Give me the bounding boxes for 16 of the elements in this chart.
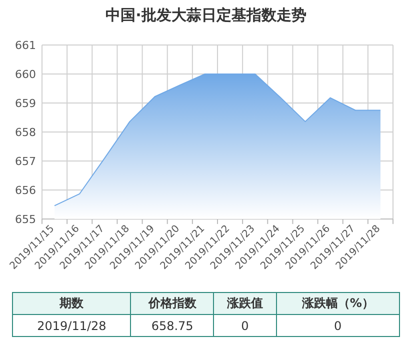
text: 期数 xyxy=(12,292,131,314)
y-tick-label: 656 xyxy=(15,184,36,197)
y-tick-label: 655 xyxy=(15,213,36,226)
y-tick-label: 661 xyxy=(15,39,36,52)
y-tick-label: 660 xyxy=(15,68,36,81)
text: 涨跌幅（%） xyxy=(276,292,400,314)
text: 价格指数 xyxy=(130,292,214,314)
text: 2019/11/28 xyxy=(12,314,131,336)
text: 658.75 xyxy=(130,314,214,336)
y-tick-label: 659 xyxy=(15,97,36,110)
y-tick-label: 658 xyxy=(15,126,36,139)
text: 0 xyxy=(276,314,400,336)
chart-title: 中国·批发大蒜日定基指数走势 xyxy=(106,6,306,24)
text: 涨跌值 xyxy=(214,292,276,314)
text: 0 xyxy=(214,314,276,336)
y-tick-label: 657 xyxy=(15,155,36,168)
